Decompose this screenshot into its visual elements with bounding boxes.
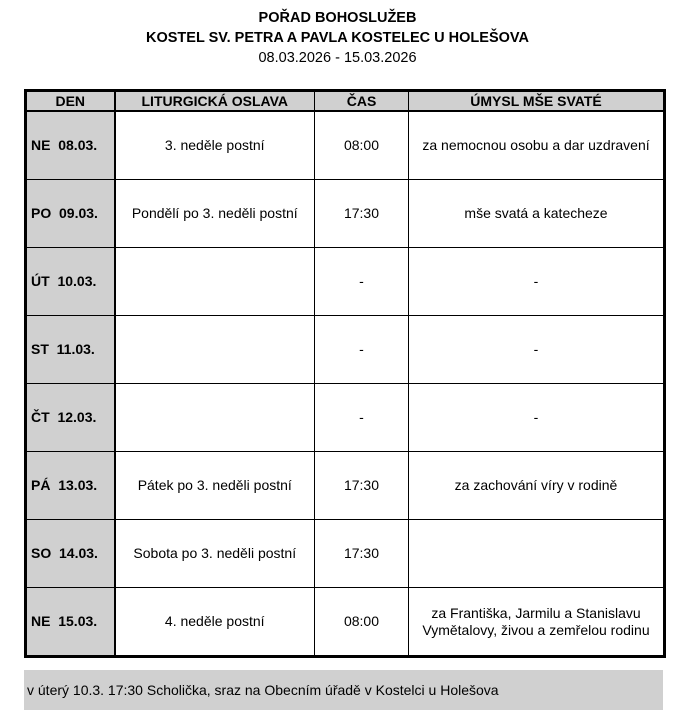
time-cell: 17:30 [314,179,409,248]
intention-cell [408,519,665,588]
table-header-row: DEN LITURGICKÁ OSLAVA ČAS ÚMYSL MŠE SVAT… [25,90,665,112]
time-cell: - [314,383,409,452]
intention-cell: za nemocnou osobu a dar uzdravení [408,110,665,180]
table-row: NE 15.03. 4. neděle postní 08:00 za Františ… [25,587,665,657]
celebration-cell: Sobota po 3. neděli postní [114,519,315,588]
column-header-time: ČAS [314,90,409,112]
date-range: 08.03.2026 - 15.03.2026 [258,50,417,66]
intention-cell: za Františka, Jarmilu a Stanislavu Vymět… [408,587,665,657]
time-cell: 08:00 [314,587,409,657]
announcement-note: v úterý 10.3. 17:30 Scholička, sraz na O… [24,670,663,710]
intention-cell: - [408,315,665,384]
intention-cell: - [408,247,665,316]
intention-cell: - [408,383,665,452]
table-row: NE 08.03. 3. neděle postní 08:00 za nemocno… [25,110,665,180]
day-cell: PÁ 13.03. [25,451,116,520]
table-row: ST 11.03. - - [25,315,665,384]
time-cell: - [314,315,409,384]
day-cell: NE 15.03. [25,587,116,657]
intention-cell: za zachování víry v rodině [408,451,665,520]
day-cell: ÚT 10.03. [25,247,116,316]
celebration-cell: Pátek po 3. neděli postní [114,451,315,520]
schedule-table: DEN LITURGICKÁ OSLAVA ČAS ÚMYSL MŠE SVAT… [24,89,666,658]
day-cell: PO 09.03. [25,179,116,248]
church-name: KOSTEL SV. PETRA A PAVLA KOSTELEC U HOLE… [146,30,529,46]
celebration-cell: Pondělí po 3. neděli postní [114,179,315,248]
table-row: SO 14.03. Sobota po 3. neděli postní 17:30 [25,519,665,588]
column-header-intention: ÚMYSL MŠE SVATÉ [408,90,665,112]
document-title: POŘAD BOHOSLUŽEB [258,10,417,26]
celebration-cell [114,247,315,316]
day-cell: NE 08.03. [25,110,116,180]
celebration-cell: 3. neděle postní [114,110,315,180]
time-cell: 17:30 [314,451,409,520]
table-row: ÚT 10.03. - - [25,247,665,316]
intention-cell: mše svatá a katecheze [408,179,665,248]
celebration-cell [114,383,315,452]
time-cell: 08:00 [314,110,409,180]
time-cell: - [314,247,409,316]
day-cell: SO 14.03. [25,519,116,588]
table-row: ČT 12.03. - - [25,383,665,452]
column-header-celebration: LITURGICKÁ OSLAVA [114,90,315,112]
table-row: PÁ 13.03. Pátek po 3. neděli postní 17:30 z… [25,451,665,520]
table-row: PO 09.03. Pondělí po 3. neděli postní 17:3… [25,179,665,248]
day-cell: ST 11.03. [25,315,116,384]
column-header-day: DEN [25,90,116,112]
celebration-cell [114,315,315,384]
time-cell: 17:30 [314,519,409,588]
day-cell: ČT 12.03. [25,383,116,452]
celebration-cell: 4. neděle postní [114,587,315,657]
